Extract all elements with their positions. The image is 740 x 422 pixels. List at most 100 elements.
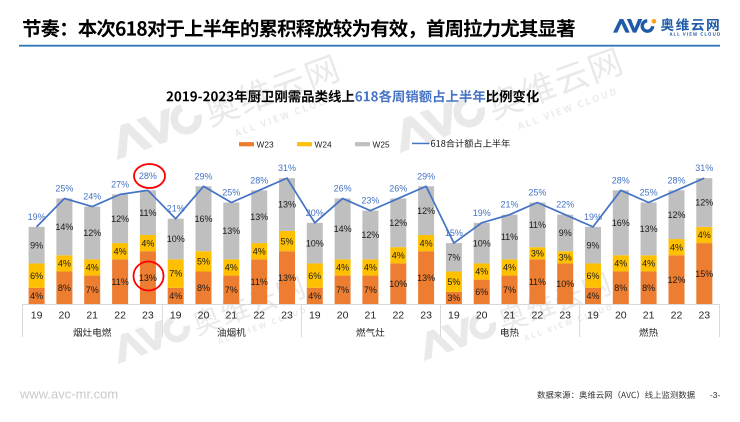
svg-text:7%: 7% [364,285,377,295]
svg-text:4%: 4% [58,259,71,269]
svg-text:20: 20 [476,309,488,321]
svg-text:4%: 4% [698,230,711,240]
svg-text:5%: 5% [280,236,293,246]
svg-text:4%: 4% [503,263,516,273]
svg-text:21: 21 [643,309,655,321]
svg-text:3%: 3% [447,293,460,303]
svg-text:6%: 6% [586,271,599,281]
svg-text:19: 19 [448,309,460,321]
svg-text:3%: 3% [531,249,544,259]
svg-text:26%: 26% [389,183,407,193]
svg-text:3%: 3% [559,253,572,263]
svg-text:4%: 4% [308,291,321,301]
svg-text:23: 23 [698,309,710,321]
svg-text:W25: W25 [373,139,390,149]
svg-text:www.avc-mr.com: www.avc-mr.com [19,387,118,402]
svg-text:12%: 12% [417,206,435,216]
svg-text:12%: 12% [111,214,129,224]
svg-text:10%: 10% [473,238,491,248]
svg-text:4%: 4% [614,259,627,269]
svg-text:8%: 8% [197,283,210,293]
svg-text:7%: 7% [86,285,99,295]
svg-text:14%: 14% [55,222,73,232]
svg-text:4%: 4% [420,238,433,248]
svg-text:8%: 8% [58,283,71,293]
svg-text:20: 20 [59,309,71,321]
svg-text:9%: 9% [559,228,572,238]
svg-text:11%: 11% [251,277,268,287]
svg-text:6%: 6% [308,271,321,281]
svg-text:4%: 4% [86,263,99,273]
svg-text:7%: 7% [447,253,460,263]
svg-text:13%: 13% [222,226,240,236]
svg-text:22: 22 [114,309,126,321]
svg-text:13%: 13% [640,224,658,234]
svg-text:12%: 12% [361,230,379,240]
svg-text:13%: 13% [139,273,157,283]
svg-text:19%: 19% [28,212,46,222]
svg-text:4%: 4% [586,291,599,301]
svg-text:5%: 5% [447,277,460,287]
svg-text:13%: 13% [417,273,435,283]
svg-text:22: 22 [392,309,404,321]
svg-text:10%: 10% [389,279,407,289]
svg-text:28%: 28% [667,175,685,185]
svg-text:20: 20 [198,309,210,321]
svg-text:21%: 21% [167,204,185,214]
svg-text:22: 22 [532,309,544,321]
svg-text:28%: 28% [612,175,630,185]
svg-text:22%: 22% [556,200,574,210]
svg-text:8%: 8% [614,283,627,293]
svg-text:9%: 9% [30,240,43,250]
svg-text:5%: 5% [197,257,210,267]
svg-text:W24: W24 [315,139,332,149]
svg-text:20: 20 [337,309,349,321]
svg-text:12%: 12% [667,210,685,220]
svg-text:4%: 4% [642,259,655,269]
svg-text:11%: 11% [529,220,546,230]
svg-text:31%: 31% [278,163,296,173]
svg-text:4%: 4% [114,246,127,256]
svg-text:27%: 27% [111,179,129,189]
svg-text:20: 20 [615,309,627,321]
svg-text:19%: 19% [584,212,602,222]
svg-text:28%: 28% [250,175,268,185]
svg-text:13%: 13% [278,200,296,210]
svg-text:10%: 10% [306,238,324,248]
svg-text:14%: 14% [334,224,352,234]
svg-text:21: 21 [365,309,377,321]
svg-text:11%: 11% [111,277,128,287]
svg-text:8%: 8% [642,283,655,293]
svg-text:23: 23 [142,309,154,321]
svg-text:11%: 11% [529,277,546,287]
svg-text:10%: 10% [556,279,574,289]
svg-text:4%: 4% [336,263,349,273]
svg-text:15%: 15% [695,269,713,279]
svg-text:20%: 20% [306,208,324,218]
svg-text:23%: 23% [361,196,379,206]
svg-text:22: 22 [253,309,265,321]
svg-text:21: 21 [504,309,516,321]
svg-text:10%: 10% [167,234,185,244]
svg-text:6%: 6% [475,287,488,297]
svg-text:7%: 7% [336,285,349,295]
svg-text:22: 22 [671,309,683,321]
svg-text:23: 23 [281,309,293,321]
svg-text:31%: 31% [695,163,713,173]
svg-text:7%: 7% [169,269,182,279]
svg-text:23: 23 [420,309,432,321]
svg-text:W23: W23 [257,139,274,149]
svg-text:21: 21 [86,309,98,321]
svg-text:7%: 7% [225,285,238,295]
svg-text:6%: 6% [30,271,43,281]
svg-text:4%: 4% [670,242,683,252]
svg-text:12%: 12% [83,228,101,238]
svg-text:24%: 24% [83,192,101,202]
svg-text:16%: 16% [194,214,212,224]
svg-text:11%: 11% [501,232,518,242]
svg-text:29%: 29% [417,171,435,181]
svg-text:11%: 11% [139,208,156,218]
svg-text:4%: 4% [392,251,405,261]
svg-text:7%: 7% [503,285,516,295]
svg-text:26%: 26% [334,183,352,193]
